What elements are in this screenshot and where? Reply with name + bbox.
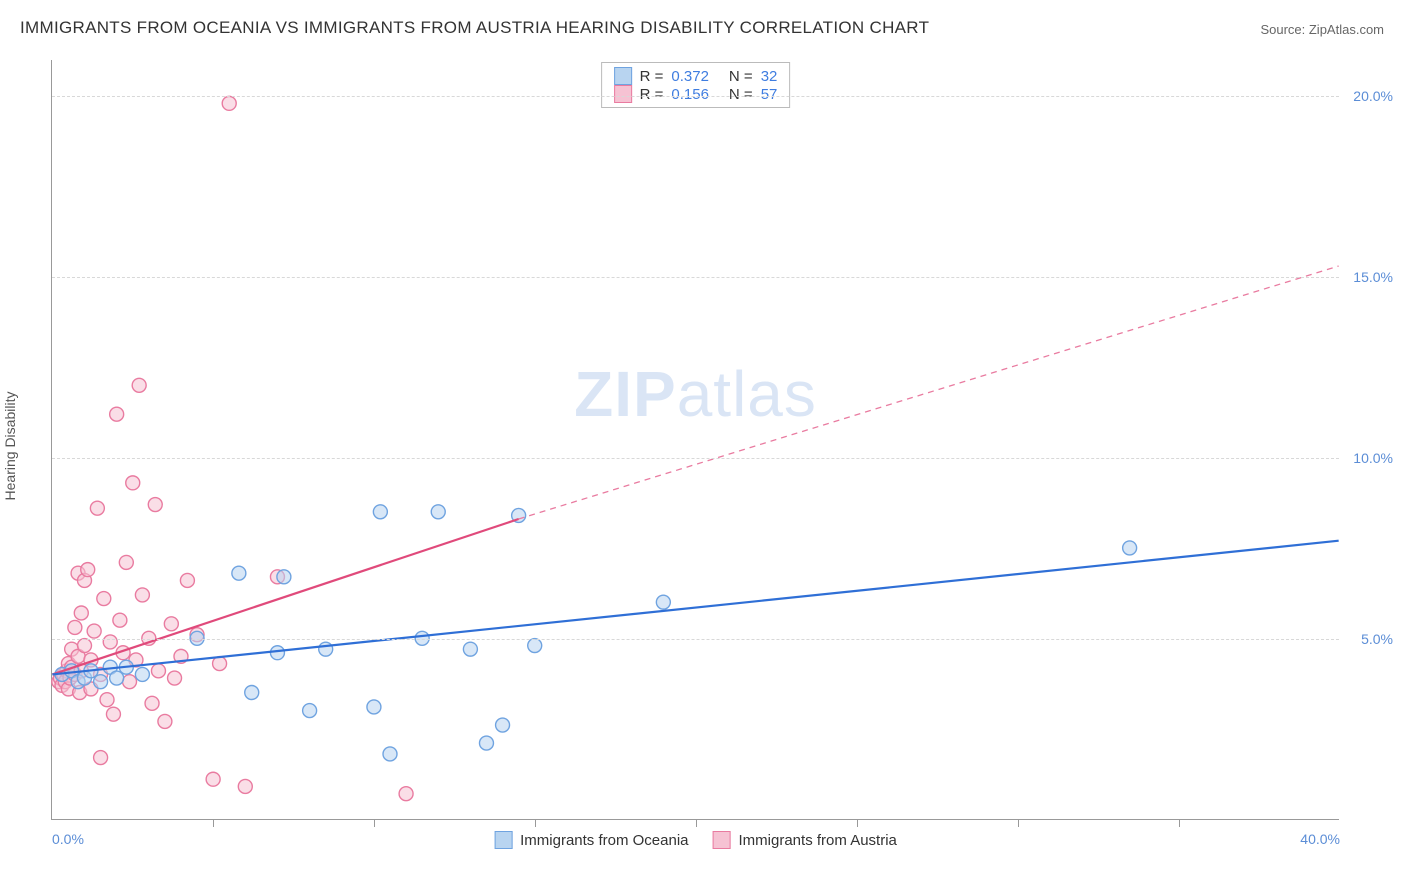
scatter-point bbox=[119, 555, 133, 569]
x-tick bbox=[374, 819, 375, 827]
x-tick bbox=[1018, 819, 1019, 827]
grid-line bbox=[52, 96, 1339, 97]
x-tick-label: 0.0% bbox=[52, 831, 84, 847]
x-tick bbox=[696, 819, 697, 827]
swatch-austria bbox=[713, 831, 731, 849]
scatter-point bbox=[399, 787, 413, 801]
source-attribution: Source: ZipAtlas.com bbox=[1260, 22, 1384, 37]
scatter-point bbox=[135, 588, 149, 602]
trend-line bbox=[519, 266, 1339, 519]
scatter-point bbox=[151, 664, 165, 678]
scatter-point bbox=[145, 696, 159, 710]
scatter-point bbox=[123, 675, 137, 689]
scatter-point bbox=[68, 620, 82, 634]
trend-line bbox=[52, 541, 1338, 675]
grid-line bbox=[52, 277, 1339, 278]
legend-label: Immigrants from Austria bbox=[739, 832, 897, 849]
scatter-point bbox=[431, 505, 445, 519]
scatter-point bbox=[126, 476, 140, 490]
scatter-point bbox=[97, 592, 111, 606]
scatter-point bbox=[158, 714, 172, 728]
x-tick bbox=[535, 819, 536, 827]
scatter-point bbox=[113, 613, 127, 627]
scatter-point bbox=[132, 378, 146, 392]
scatter-point bbox=[94, 675, 108, 689]
scatter-point bbox=[319, 642, 333, 656]
x-tick bbox=[213, 819, 214, 827]
scatter-point bbox=[270, 646, 284, 660]
scatter-point bbox=[74, 606, 88, 620]
scatter-point bbox=[232, 566, 246, 580]
grid-line bbox=[52, 639, 1339, 640]
scatter-point bbox=[222, 96, 236, 110]
scatter-point bbox=[148, 498, 162, 512]
scatter-point bbox=[303, 704, 317, 718]
scatter-point bbox=[180, 573, 194, 587]
y-tick-label: 5.0% bbox=[1361, 631, 1393, 647]
legend-item-austria: Immigrants from Austria bbox=[713, 831, 897, 849]
scatter-point bbox=[213, 657, 227, 671]
y-tick-label: 10.0% bbox=[1353, 450, 1393, 466]
scatter-point bbox=[206, 772, 220, 786]
scatter-point bbox=[496, 718, 510, 732]
chart-title: IMMIGRANTS FROM OCEANIA VS IMMIGRANTS FR… bbox=[20, 18, 929, 38]
scatter-point bbox=[463, 642, 477, 656]
scatter-point bbox=[238, 779, 252, 793]
grid-line bbox=[52, 458, 1339, 459]
scatter-point bbox=[81, 563, 95, 577]
scatter-point bbox=[94, 751, 108, 765]
scatter-point bbox=[1123, 541, 1137, 555]
scatter-point bbox=[245, 686, 259, 700]
scatter-point bbox=[656, 595, 670, 609]
scatter-point bbox=[373, 505, 387, 519]
legend-item-oceania: Immigrants from Oceania bbox=[494, 831, 688, 849]
swatch-oceania bbox=[494, 831, 512, 849]
x-tick-label: 40.0% bbox=[1300, 831, 1340, 847]
scatter-point bbox=[277, 570, 291, 584]
scatter-point bbox=[110, 407, 124, 421]
series-legend: Immigrants from Oceania Immigrants from … bbox=[494, 831, 897, 849]
legend-label: Immigrants from Oceania bbox=[520, 832, 688, 849]
scatter-point bbox=[106, 707, 120, 721]
y-tick-label: 15.0% bbox=[1353, 269, 1393, 285]
x-tick bbox=[1179, 819, 1180, 827]
scatter-point bbox=[168, 671, 182, 685]
x-tick bbox=[857, 819, 858, 827]
plot-svg bbox=[52, 60, 1339, 819]
scatter-point bbox=[164, 617, 178, 631]
scatter-point bbox=[78, 639, 92, 653]
y-axis-title: Hearing Disability bbox=[2, 392, 18, 501]
scatter-point bbox=[528, 639, 542, 653]
scatter-point bbox=[135, 667, 149, 681]
y-tick-label: 20.0% bbox=[1353, 88, 1393, 104]
scatter-point bbox=[383, 747, 397, 761]
plot-area: ZIPatlas R = 0.372 N = 32 R = 0.156 N = … bbox=[51, 60, 1339, 820]
scatter-point bbox=[103, 635, 117, 649]
scatter-point bbox=[479, 736, 493, 750]
scatter-point bbox=[100, 693, 114, 707]
scatter-point bbox=[87, 624, 101, 638]
scatter-point bbox=[367, 700, 381, 714]
scatter-point bbox=[90, 501, 104, 515]
